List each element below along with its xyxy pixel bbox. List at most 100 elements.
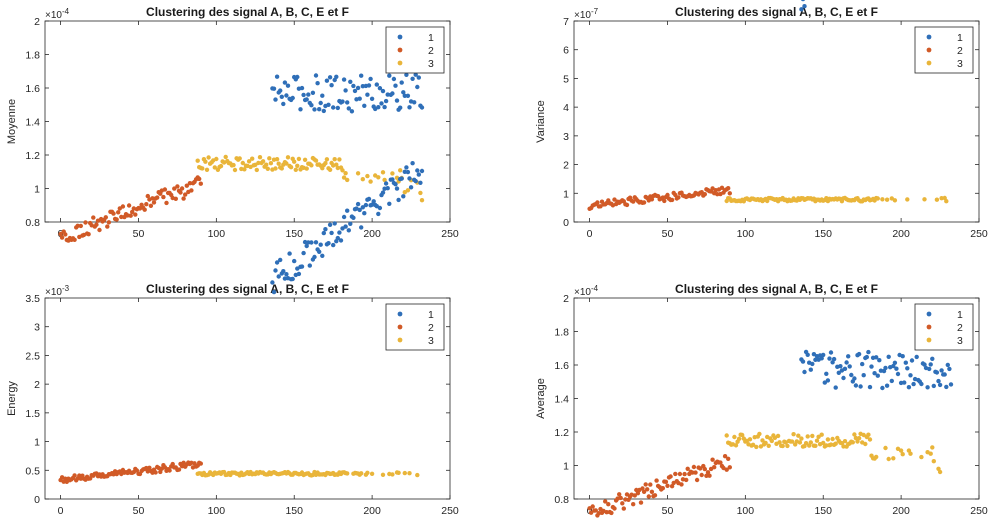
data-point xyxy=(329,83,334,88)
data-point xyxy=(643,482,648,487)
data-point xyxy=(780,443,785,449)
data-point xyxy=(327,75,333,80)
y-axis-label: Energy xyxy=(6,381,18,416)
data-point xyxy=(170,461,175,467)
data-point xyxy=(652,493,658,498)
data-point xyxy=(250,156,255,161)
series-1 xyxy=(799,349,954,391)
x-tick-label: 200 xyxy=(363,505,381,517)
data-point xyxy=(668,474,673,479)
data-point xyxy=(898,448,904,453)
data-point xyxy=(925,385,930,390)
data-point xyxy=(91,215,96,220)
data-point xyxy=(357,96,362,101)
data-point xyxy=(772,435,778,440)
data-point xyxy=(379,101,384,106)
data-point xyxy=(740,432,745,438)
data-point xyxy=(401,90,406,95)
data-point xyxy=(357,207,362,213)
series-1 xyxy=(799,0,807,12)
data-point xyxy=(327,167,333,172)
legend-label: 3 xyxy=(428,58,434,70)
data-point xyxy=(710,186,715,191)
x-tick-label: 50 xyxy=(133,228,145,240)
subplot-2: Clustering des signal A, B, C, E et F Var… xyxy=(535,0,988,240)
data-point xyxy=(866,432,871,437)
data-point xyxy=(413,72,418,77)
data-point xyxy=(383,98,389,104)
data-point xyxy=(120,204,126,209)
y-tick-label: 1.2 xyxy=(554,427,569,439)
data-point xyxy=(116,210,121,215)
data-point xyxy=(257,155,263,160)
data-point xyxy=(685,466,690,471)
data-point xyxy=(203,159,208,164)
data-point xyxy=(341,175,347,180)
data-point xyxy=(892,360,898,365)
data-point xyxy=(343,224,348,229)
data-point xyxy=(332,221,337,226)
data-point xyxy=(368,179,373,184)
data-point xyxy=(669,484,675,489)
data-point xyxy=(412,100,417,105)
data-point xyxy=(380,472,386,477)
data-point xyxy=(304,166,309,171)
data-point xyxy=(377,205,383,211)
plot-title: Clustering des signal A, B, C, E et F xyxy=(146,5,349,19)
subplot-4: Clustering des signal A, B, C, E et F Ave… xyxy=(535,282,988,518)
data-point xyxy=(309,103,314,108)
data-point xyxy=(928,362,933,367)
data-point xyxy=(341,214,347,220)
data-point xyxy=(176,467,182,472)
data-point xyxy=(401,194,406,199)
data-point xyxy=(187,181,193,186)
data-point xyxy=(853,383,859,388)
data-point xyxy=(934,370,940,375)
data-point xyxy=(164,200,169,206)
data-point xyxy=(343,88,348,93)
data-point xyxy=(419,105,425,110)
data-point xyxy=(313,240,319,245)
legend-marker xyxy=(926,311,932,317)
data-point xyxy=(312,254,317,260)
data-point xyxy=(390,177,395,182)
data-point xyxy=(151,200,157,205)
data-point xyxy=(335,105,340,111)
legend-box xyxy=(385,26,445,74)
legend: 123 xyxy=(914,303,974,351)
data-point xyxy=(206,155,211,160)
data-point xyxy=(346,228,351,233)
legend-label: 1 xyxy=(957,32,963,44)
data-point xyxy=(198,461,203,466)
data-point xyxy=(382,177,387,183)
series-1 xyxy=(270,161,425,295)
data-point xyxy=(663,479,669,484)
legend-label: 3 xyxy=(428,335,434,347)
data-point xyxy=(276,161,281,166)
x-tick-label: 150 xyxy=(285,505,303,517)
data-point xyxy=(641,200,647,205)
data-point xyxy=(380,88,386,94)
data-point xyxy=(919,454,924,460)
data-point xyxy=(609,510,614,516)
data-point xyxy=(274,74,280,79)
data-point xyxy=(340,168,345,173)
data-point xyxy=(290,95,295,101)
x-tick-label: 50 xyxy=(662,505,674,517)
data-point xyxy=(179,186,185,191)
data-point xyxy=(646,494,651,499)
data-point xyxy=(326,241,331,246)
data-point xyxy=(390,472,395,477)
series-2 xyxy=(587,454,732,518)
data-point xyxy=(293,167,298,172)
legend: 123 xyxy=(914,26,974,74)
x-tick-label: 250 xyxy=(441,228,459,240)
y-tick-label: 3 xyxy=(563,131,569,143)
data-point xyxy=(777,440,782,445)
y-tick-label: 1 xyxy=(34,437,40,449)
data-point xyxy=(329,230,334,236)
legend: 123 xyxy=(385,303,445,351)
x-tick-label: 100 xyxy=(208,228,226,240)
data-point xyxy=(828,350,834,355)
data-point xyxy=(847,364,852,369)
